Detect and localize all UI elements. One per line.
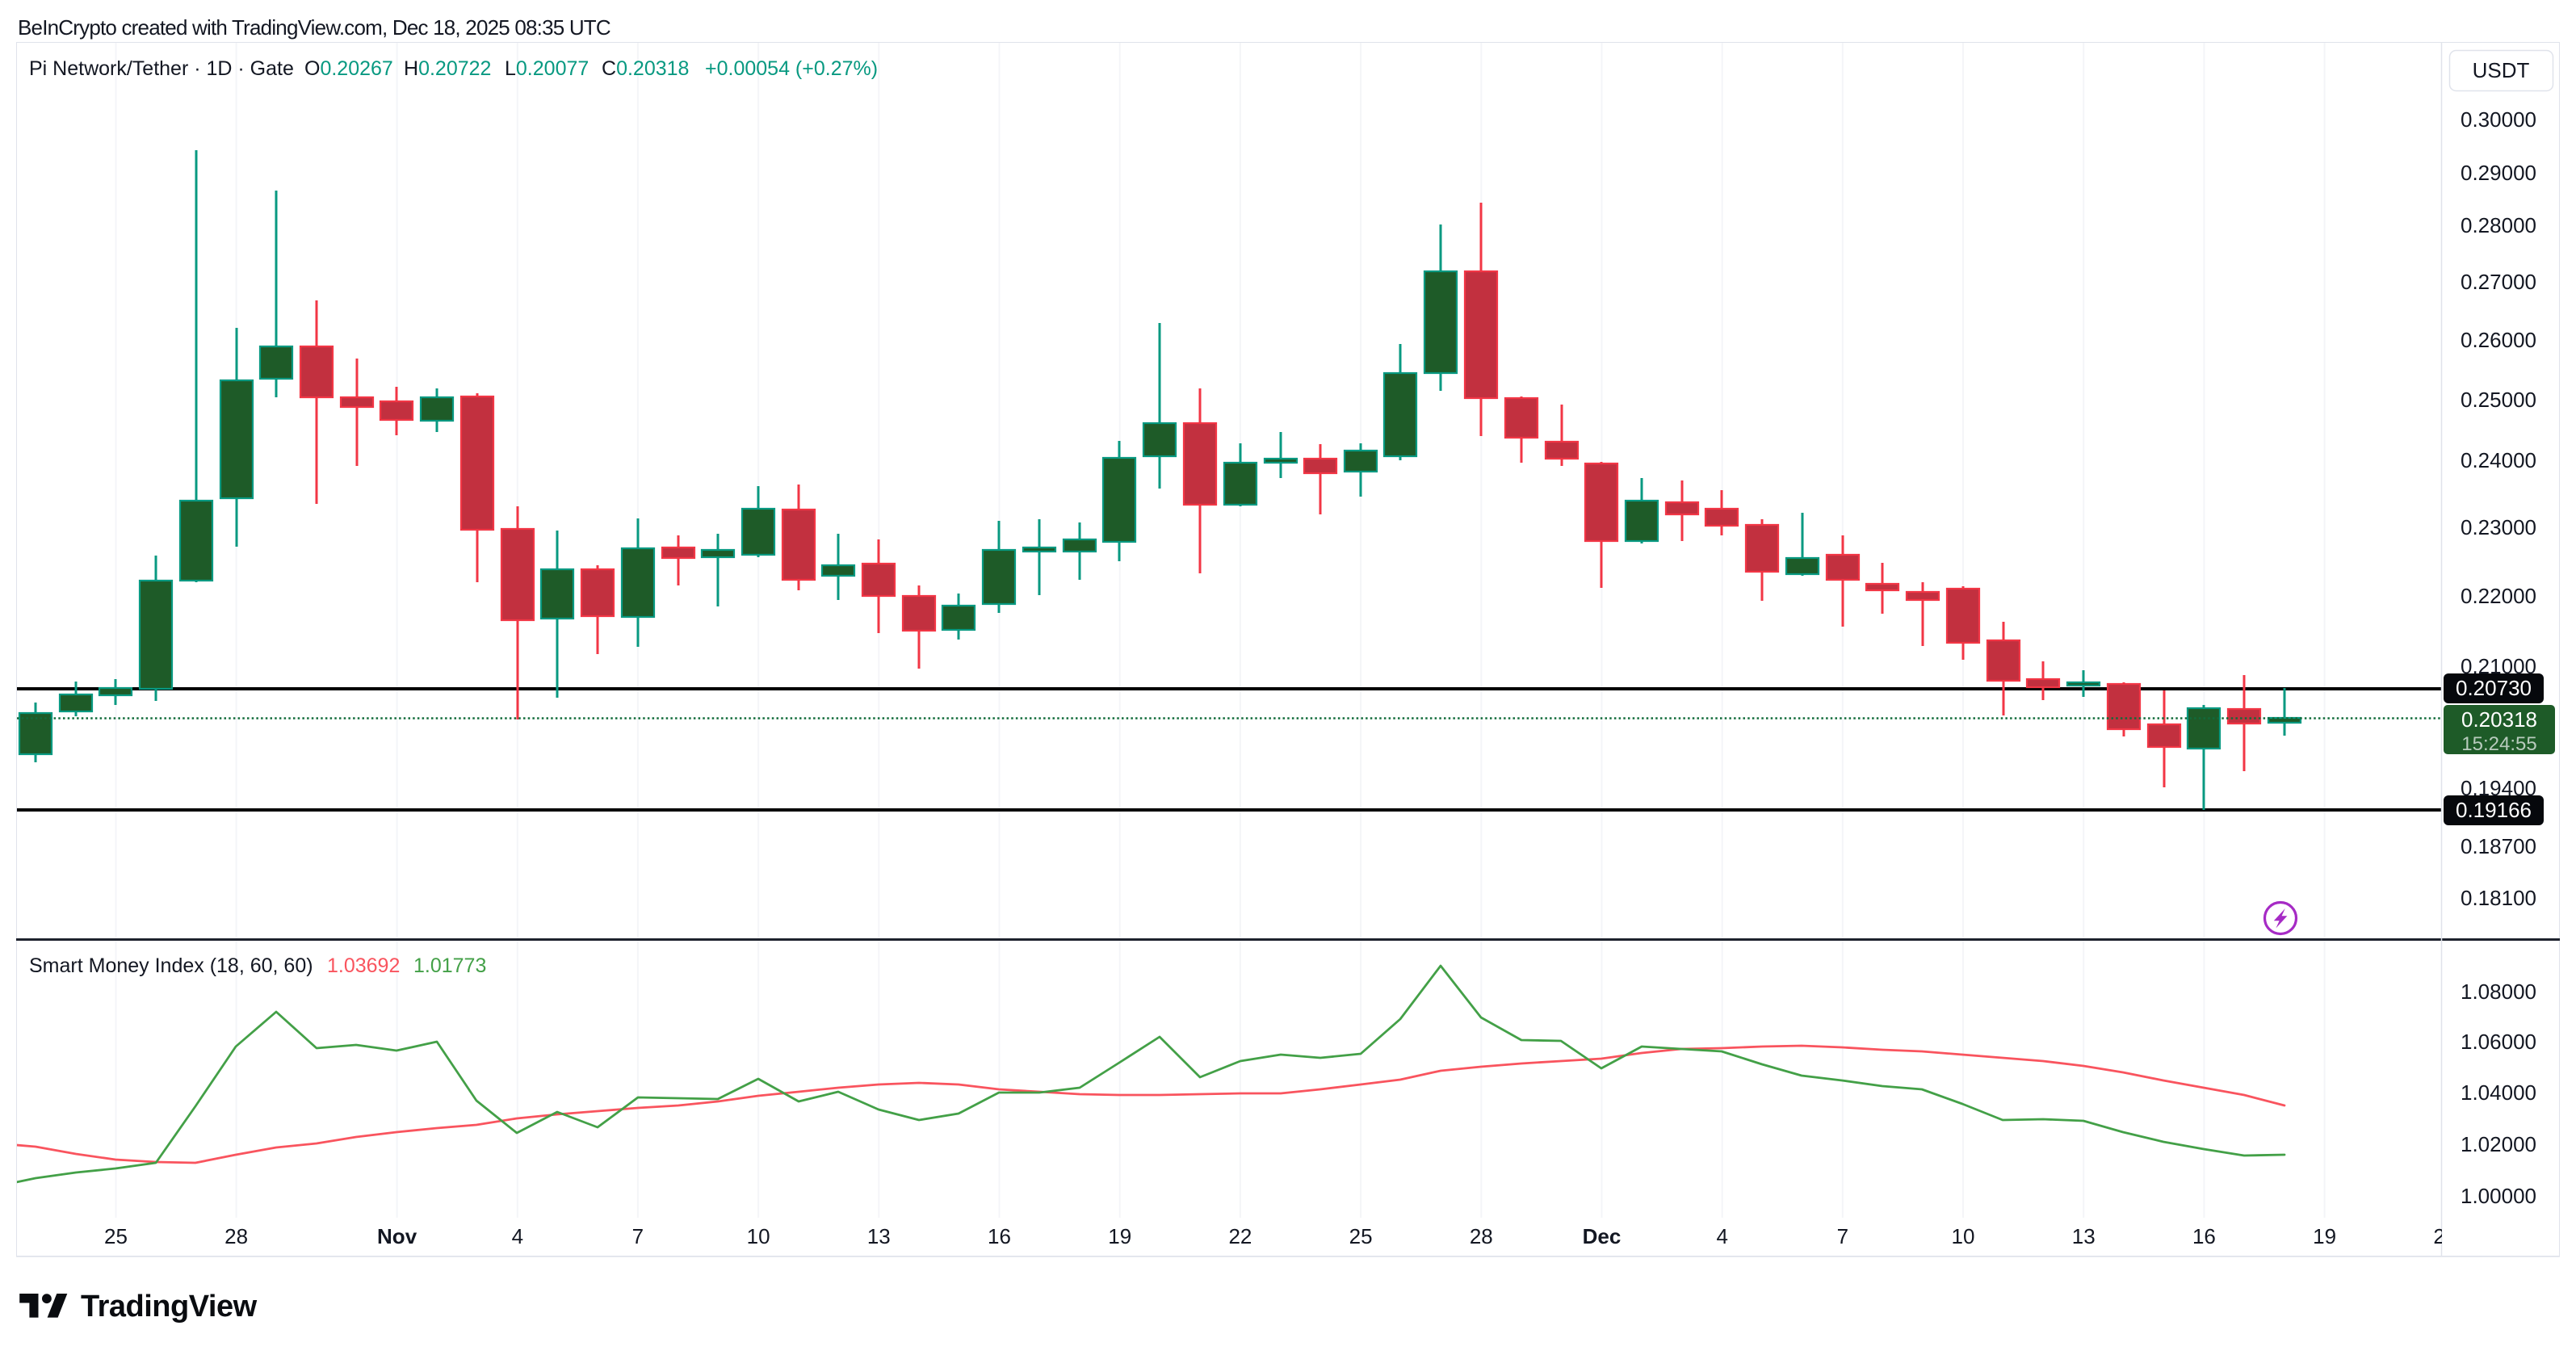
- svg-text:19: 19: [1108, 1224, 1131, 1248]
- svg-text:H0.20722: H0.20722: [404, 57, 491, 80]
- svg-text:7: 7: [632, 1224, 644, 1248]
- svg-text:1.08000: 1.08000: [2461, 980, 2536, 1004]
- svg-text:7: 7: [1837, 1224, 1848, 1248]
- svg-text:16: 16: [988, 1224, 1011, 1248]
- svg-text:+0.00054 (+0.27%): +0.00054 (+0.27%): [705, 57, 878, 80]
- svg-text:1.02000: 1.02000: [2461, 1132, 2536, 1156]
- svg-text:1.01773: 1.01773: [413, 954, 486, 977]
- svg-text:1.00000: 1.00000: [2461, 1184, 2536, 1208]
- svg-text:Dec: Dec: [1583, 1224, 1622, 1248]
- svg-text:0.30000: 0.30000: [2461, 107, 2536, 132]
- svg-text:13: 13: [867, 1224, 891, 1248]
- svg-text:16: 16: [2192, 1224, 2216, 1248]
- svg-text:0.27000: 0.27000: [2461, 270, 2536, 294]
- svg-text:0.18700: 0.18700: [2461, 834, 2536, 858]
- svg-text:0.26000: 0.26000: [2461, 328, 2536, 352]
- svg-text:19: 19: [2313, 1224, 2336, 1248]
- svg-text:0.20318: 0.20318: [2461, 707, 2537, 732]
- svg-text:4: 4: [1716, 1224, 1727, 1248]
- svg-text:13: 13: [2072, 1224, 2096, 1248]
- svg-text:Smart Money Index (18, 60, 60): Smart Money Index (18, 60, 60): [29, 954, 313, 977]
- svg-text:0.28000: 0.28000: [2461, 213, 2536, 237]
- svg-text:4: 4: [512, 1224, 523, 1248]
- svg-text:0.23000: 0.23000: [2461, 515, 2536, 539]
- svg-text:10: 10: [1952, 1224, 1975, 1248]
- svg-text:0.22000: 0.22000: [2461, 584, 2536, 608]
- svg-text:USDT: USDT: [2473, 58, 2530, 82]
- svg-text:C0.20318: C0.20318: [602, 57, 689, 80]
- svg-text:22: 22: [1228, 1224, 1252, 1248]
- svg-text:TradingView: TradingView: [81, 1290, 258, 1324]
- svg-text:10: 10: [747, 1224, 770, 1248]
- svg-text:0.20730: 0.20730: [2456, 676, 2532, 700]
- svg-text:1.06000: 1.06000: [2461, 1030, 2536, 1054]
- svg-text:Nov: Nov: [377, 1224, 417, 1248]
- svg-text:22: 22: [2433, 1224, 2456, 1248]
- svg-text:0.19166: 0.19166: [2456, 798, 2532, 822]
- svg-text:BeInCrypto created with Tradin: BeInCrypto created with TradingView.com,…: [18, 15, 610, 40]
- svg-text:1.04000: 1.04000: [2461, 1080, 2536, 1105]
- svg-text:0.18100: 0.18100: [2461, 886, 2536, 910]
- svg-text:1.03692: 1.03692: [327, 954, 400, 977]
- svg-text:0.29000: 0.29000: [2461, 161, 2536, 185]
- svg-text:0.25000: 0.25000: [2461, 388, 2536, 412]
- svg-text:15:24:55: 15:24:55: [2461, 733, 2536, 755]
- svg-text:28: 28: [224, 1224, 248, 1248]
- svg-text:25: 25: [104, 1224, 128, 1248]
- svg-text:Pi Network/Tether · 1D · Gate: Pi Network/Tether · 1D · Gate: [29, 57, 294, 80]
- svg-text:L0.20077: L0.20077: [505, 57, 589, 80]
- svg-text:28: 28: [1470, 1224, 1493, 1248]
- svg-text:0.24000: 0.24000: [2461, 448, 2536, 472]
- svg-text:O0.20267: O0.20267: [304, 57, 393, 80]
- svg-text:25: 25: [1349, 1224, 1373, 1248]
